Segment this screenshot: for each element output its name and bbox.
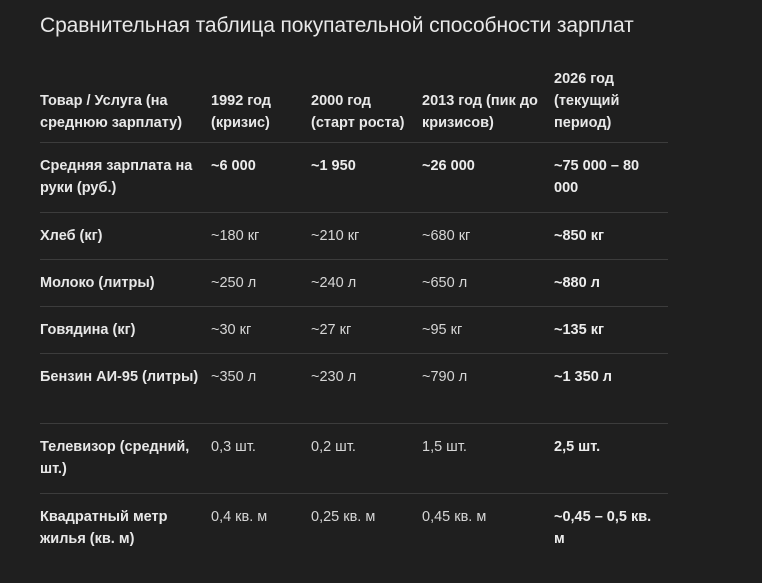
row-label: Говядина (кг): [40, 306, 211, 354]
cell-2013: ~680 кг: [422, 212, 554, 260]
cell-1992: ~30 кг: [211, 306, 311, 354]
table-row: Средняя зарплата на руки (руб.) ~6 000 ~…: [40, 142, 668, 213]
comparison-table: Товар / Услуга (на среднюю зарплату) 199…: [40, 58, 668, 564]
cell-2000: ~210 кг: [311, 212, 422, 260]
cell-2026: ~0,45 – 0,5 кв. м: [554, 509, 652, 547]
cell-2000: ~27 кг: [311, 306, 422, 354]
row-label: Квадратный метр жилья (кв. м): [40, 509, 168, 547]
table-row: Говядина (кг) ~30 кг ~27 кг ~95 кг ~135 …: [40, 306, 668, 354]
cell-1992: 0,4 кв. м: [211, 509, 268, 525]
cell-2000: ~230 л: [311, 353, 422, 424]
table-row: Бензин АИ-95 (литры) ~350 л ~230 л ~790 …: [40, 353, 668, 424]
header-1992: 1992 год (кризис): [211, 58, 311, 143]
cell-1992: ~250 л: [211, 259, 311, 307]
cell-2000: ~1 950: [311, 142, 422, 213]
cell-2026: ~1 350 л: [554, 353, 668, 424]
header-2000: 2000 год (старт роста): [311, 58, 422, 143]
cell-2000: ~240 л: [311, 259, 422, 307]
cell-2013: ~26 000: [422, 142, 554, 213]
table-header-row: Товар / Услуга (на среднюю зарплату) 199…: [40, 58, 668, 143]
cell-2013: ~790 л: [422, 353, 554, 424]
cell-2013: ~650 л: [422, 259, 554, 307]
cell-2026: ~75 000 – 80 000: [554, 142, 668, 213]
cell-2013: 1,5 шт.: [422, 423, 554, 494]
cell-2026: ~880 л: [554, 259, 668, 307]
row-label: Средняя зарплата на руки (руб.): [40, 142, 211, 213]
cell-2013: 0,45 кв. м: [422, 509, 487, 525]
page-title: Сравнительная таблица покупательной спос…: [40, 14, 634, 37]
row-label: Телевизор (средний, шт.): [40, 423, 211, 494]
cell-2000: 0,2 шт.: [311, 423, 422, 494]
cell-1992: ~350 л: [211, 353, 311, 424]
cell-2000: 0,25 кв. м: [311, 509, 376, 525]
table-row: Хлеб (кг) ~180 кг ~210 кг ~680 кг ~850 к…: [40, 212, 668, 260]
row-label: Хлеб (кг): [40, 212, 211, 260]
cell-1992: ~180 кг: [211, 212, 311, 260]
cell-2026: ~135 кг: [554, 306, 668, 354]
cell-2026: ~850 кг: [554, 212, 668, 260]
table-row: Телевизор (средний, шт.) 0,3 шт. 0,2 шт.…: [40, 423, 668, 494]
cell-2013: ~95 кг: [422, 306, 554, 354]
header-item: Товар / Услуга (на среднюю зарплату): [40, 58, 211, 143]
row-label: Молоко (литры): [40, 259, 211, 307]
table-row: Молоко (литры) ~250 л ~240 л ~650 л ~880…: [40, 259, 668, 307]
row-label: Бензин АИ-95 (литры): [40, 353, 211, 424]
cell-2026: 2,5 шт.: [554, 423, 668, 494]
header-2026: 2026 год (текущий период): [554, 58, 668, 143]
table-row: Квадратный метр жилья (кв. м) 0,4 кв. м …: [40, 494, 668, 564]
cell-1992: 0,3 шт.: [211, 423, 311, 494]
cell-1992: ~6 000: [211, 142, 311, 213]
header-2013: 2013 год (пик до кризисов): [422, 58, 554, 143]
